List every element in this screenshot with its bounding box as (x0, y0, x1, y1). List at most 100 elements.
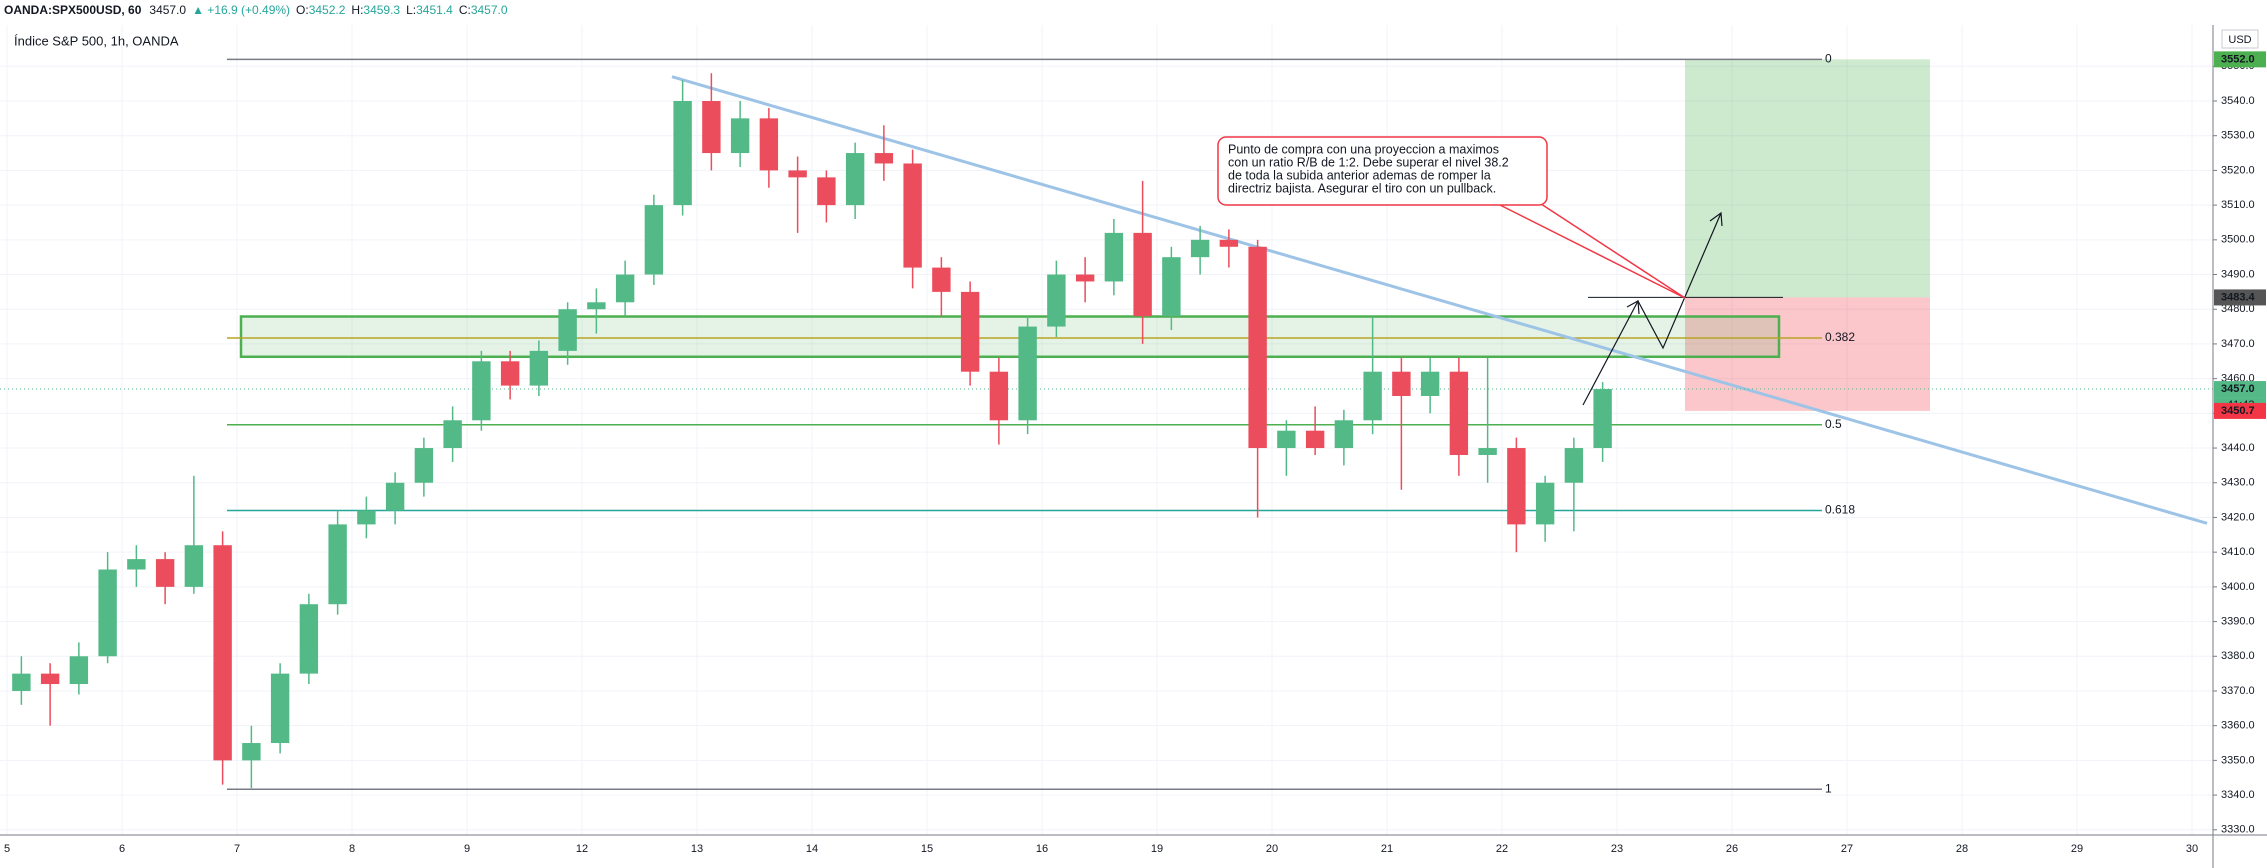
y-tick-label: 3340.0 (2221, 789, 2255, 801)
price-tag-label: 3450.7 (2221, 405, 2255, 417)
x-tick-label: 22 (1496, 843, 1508, 855)
arrow-head (1709, 211, 1723, 227)
price-tag (2214, 381, 2266, 398)
price-tag-label: 3552.0 (2221, 53, 2255, 65)
header: OANDA:SPX500USD, 60 3457.0 ▲ +16.9 (+0.49%… (4, 3, 508, 17)
fib-label: 0.618 (1825, 503, 1855, 517)
y-tick-label: 3420.0 (2221, 511, 2255, 523)
candle-body (40, 673, 60, 685)
ohlc: O:3452.2 H:3459.3 L:3451.4 C:3457.0 (296, 3, 508, 17)
ohlc-key: H: (351, 3, 363, 17)
x-tick-label: 12 (576, 843, 588, 855)
fib-label: 0.382 (1825, 330, 1855, 344)
candle-body (1507, 448, 1526, 525)
candle-body (932, 267, 951, 292)
y-tick-label: 3440.0 (2221, 442, 2255, 454)
symbol: OANDA:SPX500USD, 60 (4, 3, 142, 17)
callout-text: directriz bajista. Asegurar el tiro con … (1228, 181, 1496, 195)
x-tick-label: 5 (4, 843, 10, 855)
x-tick-label: 16 (1036, 843, 1048, 855)
candle-body (615, 274, 635, 303)
ohlc-key: L: (406, 3, 416, 17)
candle-body (1190, 239, 1210, 258)
candle-body (414, 448, 434, 483)
x-tick-label: 9 (464, 843, 470, 855)
callout-text: de toda la subida anterior ademas de rom… (1228, 168, 1491, 182)
ohlc-value: 3457.0 (471, 3, 508, 17)
candle-body (242, 743, 261, 761)
price-tag (2214, 289, 2266, 306)
candle-body (69, 656, 89, 685)
candle-body (184, 545, 204, 587)
y-tick-label: 3520.0 (2221, 164, 2255, 176)
axis-background (2213, 0, 2267, 868)
candle-body (730, 118, 750, 154)
candle-body (989, 371, 1009, 421)
y-tick-label: 3500.0 (2221, 234, 2255, 246)
ohlc-key: C: (459, 3, 471, 17)
fib-label: 0 (1825, 52, 1832, 66)
x-tick-label: 20 (1266, 843, 1278, 855)
candle-body (1248, 246, 1267, 449)
fib-label: 1 (1825, 781, 1832, 795)
y-tick-label: 3360.0 (2221, 720, 2255, 732)
candle-body (385, 482, 405, 511)
candle-body (1104, 232, 1124, 282)
candle-body (845, 153, 865, 206)
currency: USD (2228, 34, 2251, 46)
candle-body (673, 101, 692, 206)
candle-body (1277, 430, 1296, 449)
y-tick-label: 3330.0 (2221, 824, 2255, 836)
candle-body (1305, 430, 1325, 449)
candle-body (558, 309, 577, 351)
trendline (671, 75, 2208, 525)
last-price: 3457.0 (149, 3, 186, 17)
overlays: Punto de compra con una proyeccion a max… (1217, 136, 1723, 406)
y-tick-label: 3510.0 (2221, 199, 2255, 211)
candle-body (12, 673, 31, 691)
ohlc-value: 3459.3 (363, 3, 400, 17)
candle-body (98, 569, 117, 657)
price-tag (2214, 402, 2266, 419)
candle-body (1219, 239, 1239, 247)
candles (12, 73, 1612, 789)
candle-body (960, 291, 980, 372)
candle-body (472, 361, 491, 421)
candle-body (299, 604, 319, 674)
candle-body (1564, 448, 1584, 483)
fib-label: 0.5 (1825, 417, 1842, 431)
candle-body (328, 524, 347, 605)
callout-text: Punto de compra con una proyeccion a max… (1228, 142, 1499, 156)
candle-body (270, 673, 290, 744)
candle-body (1075, 274, 1095, 282)
y-tick-label: 3480.0 (2221, 303, 2255, 315)
arrow-head (1626, 300, 1640, 315)
zone (239, 315, 1781, 359)
x-tick-label: 21 (1381, 843, 1393, 855)
x-tick-label: 8 (349, 843, 355, 855)
grid (0, 25, 2213, 835)
x-tick-label: 6 (119, 843, 125, 855)
price-tag (2214, 51, 2266, 68)
currency-box (2221, 29, 2259, 49)
candle-body (127, 559, 146, 570)
y-tick-label: 3540.0 (2221, 95, 2255, 107)
candle-body (1593, 389, 1612, 449)
candle-body (1449, 371, 1469, 455)
x-tick-label: 27 (1841, 843, 1853, 855)
drawings: 0 0.382 0.5 0.618 1 (0, 52, 2213, 795)
candle-body (788, 170, 807, 178)
y-tick-label: 3350.0 (2221, 754, 2255, 766)
y-tick-label: 3410.0 (2221, 546, 2255, 558)
x-tick-label: 26 (1726, 843, 1738, 855)
x-tick-label: 23 (1611, 843, 1623, 855)
candle-body (1047, 274, 1066, 327)
y-tick-label: 3390.0 (2221, 615, 2255, 627)
y-tick-label: 3380.0 (2221, 650, 2255, 662)
candle-body (702, 101, 721, 154)
candle-body (874, 153, 894, 164)
projection-arrow (1582, 212, 1722, 406)
callout-pointer (1534, 199, 1686, 299)
